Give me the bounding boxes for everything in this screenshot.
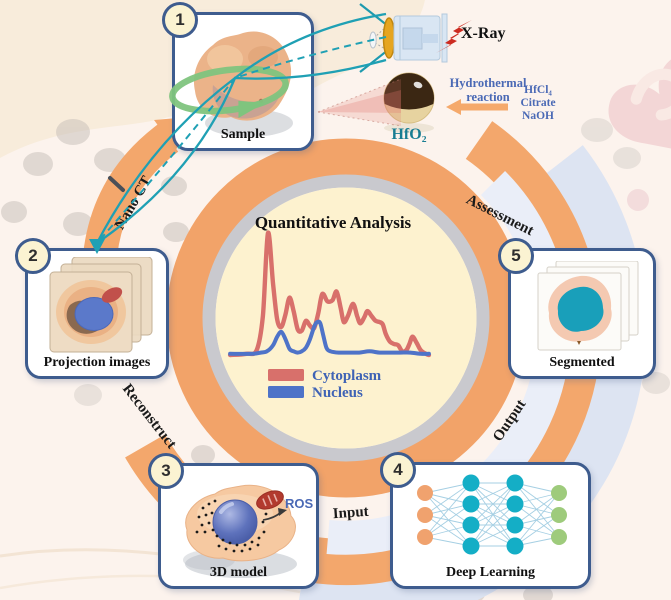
hfo2-label: HfO₂ (391, 126, 427, 143)
segmented-slices-illustration (537, 261, 639, 351)
step-box-projection-images: 2 Projection images (15, 238, 169, 379)
chart-title: Quantitative Analysis (255, 213, 412, 232)
neural-network-illustration (417, 474, 567, 555)
step-box-sample: 1 Sample (162, 2, 314, 151)
cytoplasm-legend-swatch (268, 369, 304, 381)
ros-label: ROS (285, 496, 314, 511)
step-badge-3: 3 (148, 453, 184, 489)
step-label-sample: Sample (220, 127, 266, 142)
step-label-projection-images: Projection images (43, 355, 151, 370)
hydrothermal-line2: reaction (466, 89, 510, 104)
nucleus-legend-label: Nucleus (312, 385, 363, 401)
lightning-bolt-icon (436, 20, 472, 53)
sample-cell-illustration (193, 31, 293, 137)
cytoplasm-curve (227, 230, 432, 358)
ring-label-input: Input (332, 504, 369, 522)
step-badge-5: 5 (498, 238, 534, 274)
hydrothermal-line1: Hydrothermal (449, 76, 527, 90)
nucleus-curve (228, 319, 431, 356)
step-badge-4: 4 (380, 452, 416, 488)
hydrothermal-reaction-label: Hydrothermal reaction (438, 76, 538, 104)
heart-icon (608, 54, 671, 153)
ring-label-reconstruct: Reconstruct (119, 381, 179, 452)
cytoplasm-legend-label: Cytoplasm (312, 368, 382, 384)
step-box-deep-learning: 4 Deep Learning (380, 452, 591, 589)
reaction-arrow-icon (446, 99, 508, 115)
reagent-naoh: NaOH (522, 109, 554, 122)
reagent-hfcl4: HfCl₄ (524, 84, 552, 96)
nucleus-legend-swatch (268, 386, 304, 398)
particle-dots (195, 499, 268, 553)
step-label-segmented: Segmented (549, 355, 615, 370)
reagent-citrate: Citrate (520, 96, 556, 109)
step-badge-1: 1 (162, 2, 198, 38)
projection-stack-illustration (49, 257, 153, 353)
reagents-list: HfCl₄ Citrate NaOH (512, 84, 564, 123)
pink-dot-decoration (627, 189, 649, 211)
step-box-segmented: 5 Segmented (498, 238, 656, 379)
3d-cell-illustration: ROS (183, 484, 314, 578)
step-badge-2: 2 (15, 238, 51, 274)
xray-label: X-Ray (461, 25, 506, 42)
step-label-3d-model: 3D model (209, 565, 268, 580)
step-box-3d-model: 3 ROS (148, 453, 319, 589)
step-label-deep-learning: Deep Learning (445, 565, 536, 580)
